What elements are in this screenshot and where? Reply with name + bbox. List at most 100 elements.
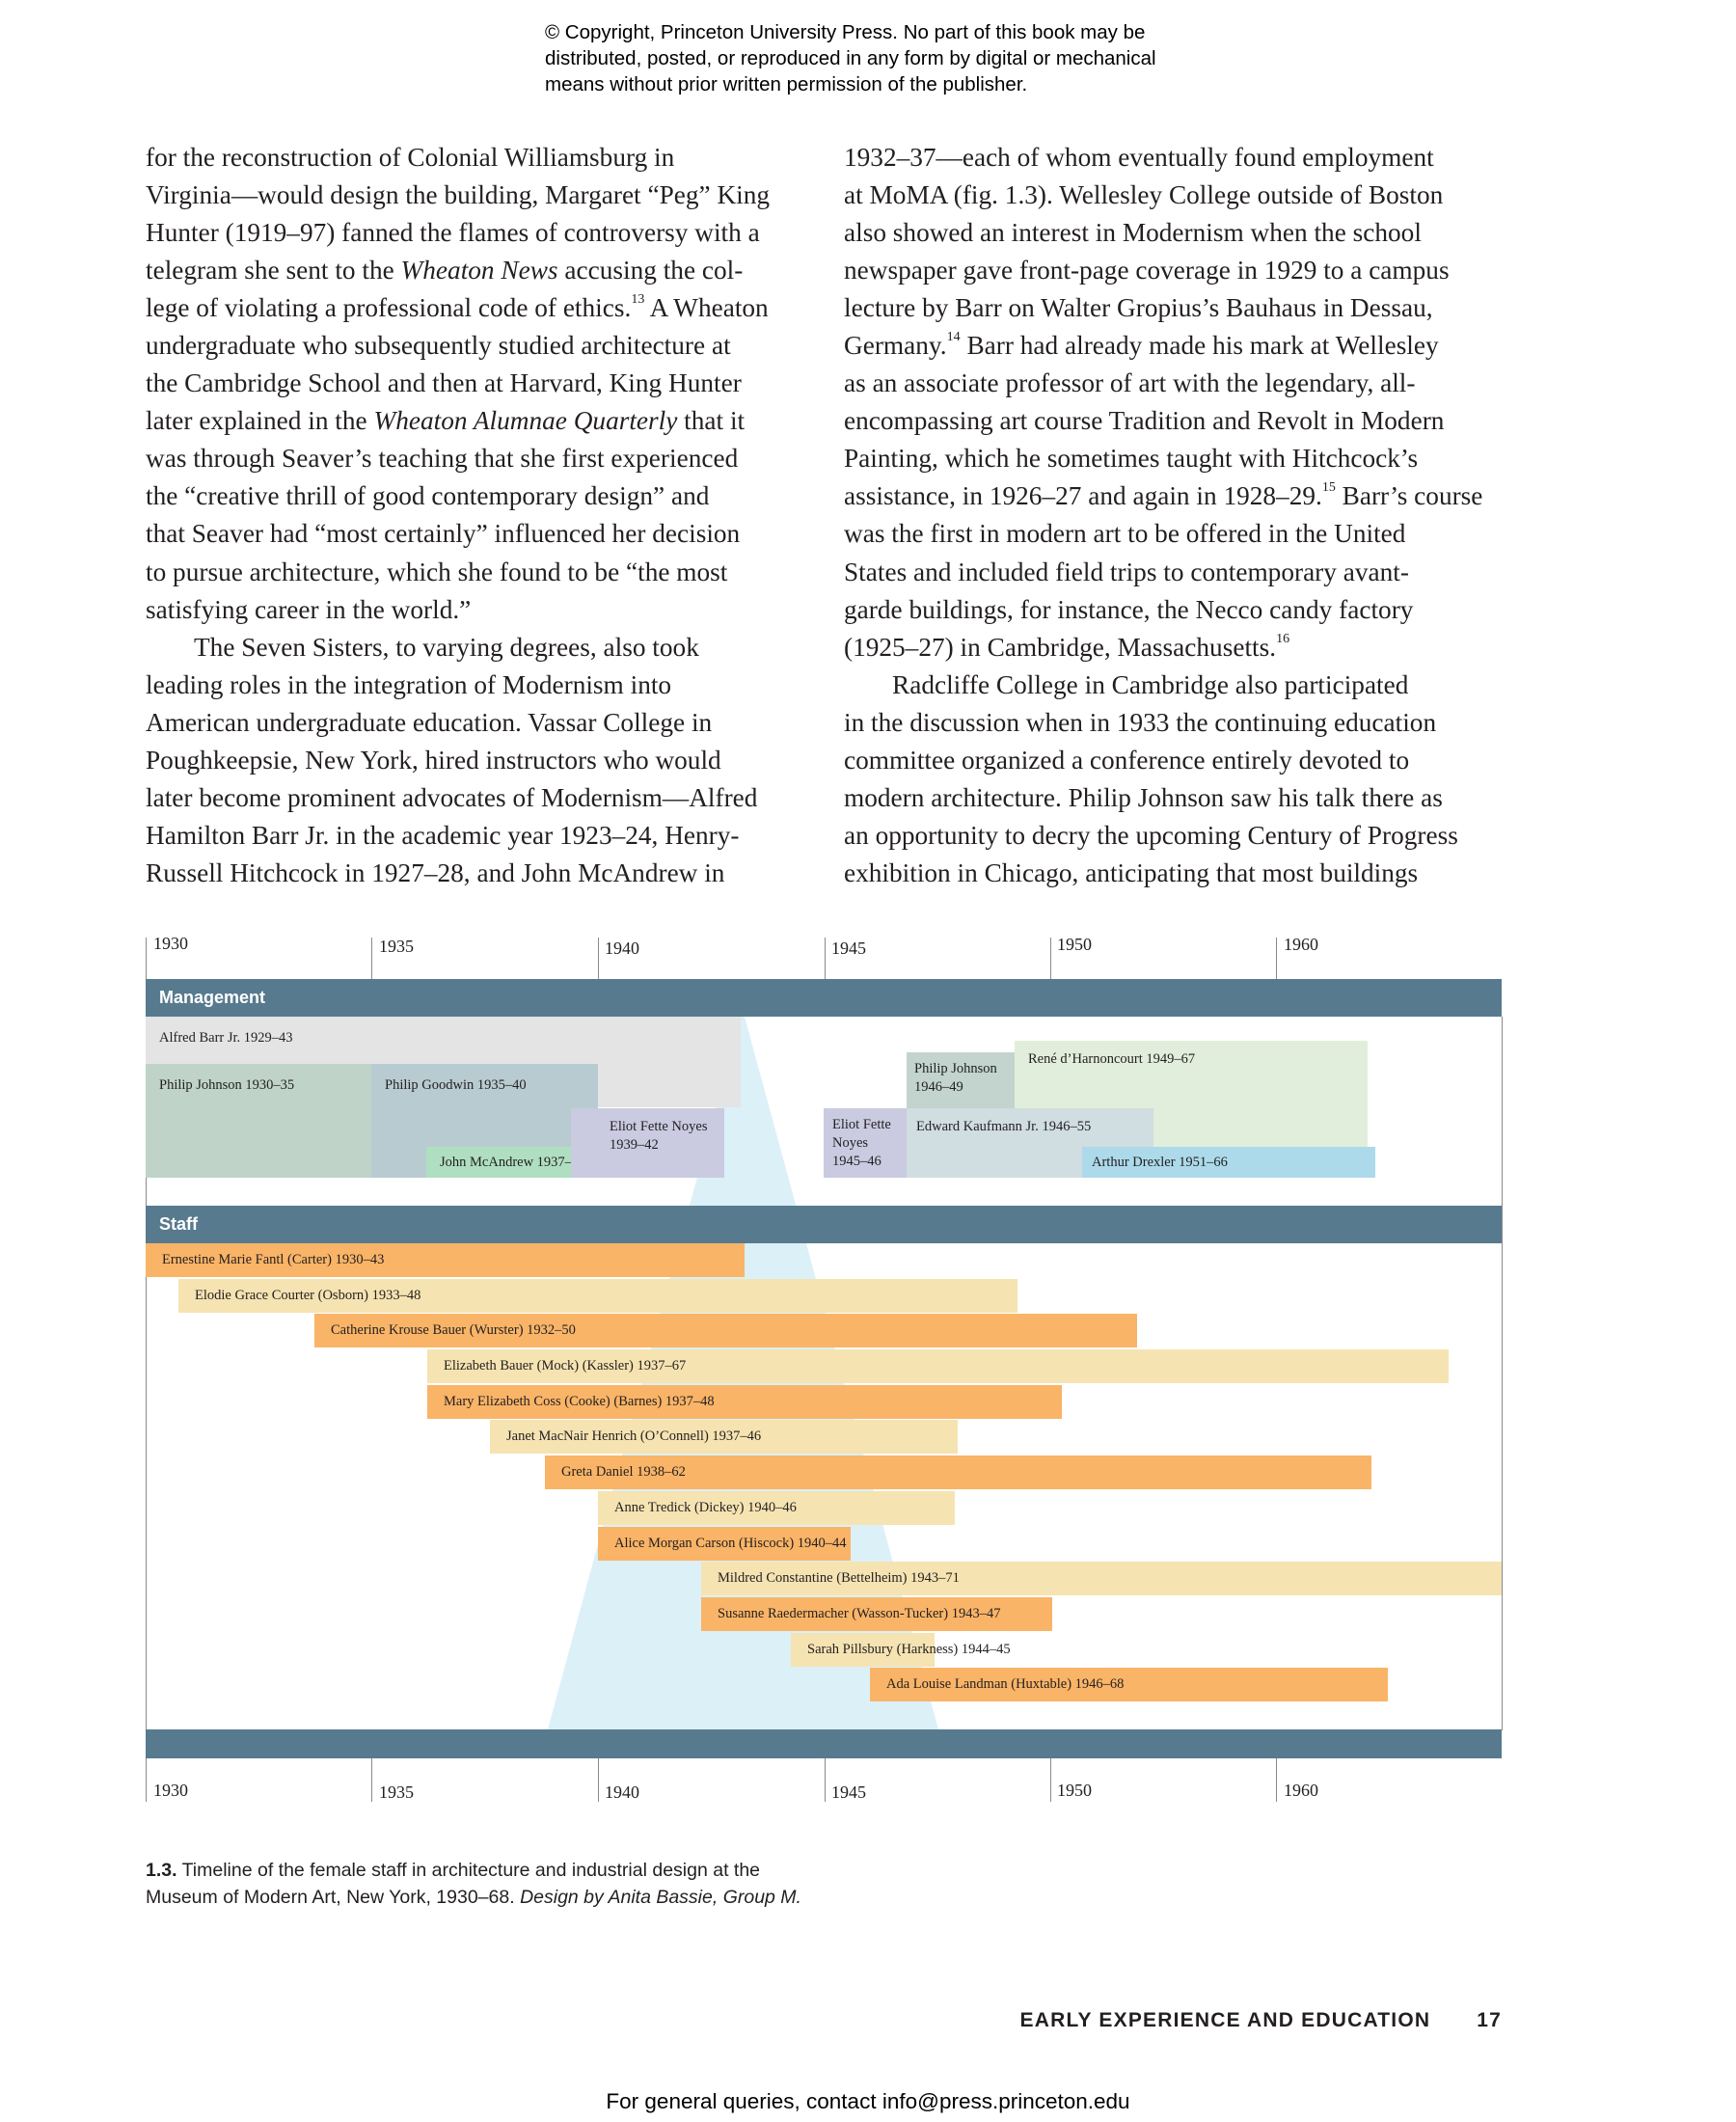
text-line: satisfying career in the world.” <box>146 591 811 629</box>
staff-bar: Catherine Krouse Bauer (Wurster) 1932–50 <box>314 1314 1137 1347</box>
tick-1960 <box>1276 938 1277 979</box>
text-line: was the first in modern art to be offere… <box>844 515 1519 553</box>
text-line: undergraduate who subsequently studied a… <box>146 327 811 365</box>
text-line: committee organized a conference entirel… <box>844 742 1519 779</box>
text-line: was through Seaver’s teaching that she f… <box>146 440 811 477</box>
staff-bar: Elodie Grace Courter (Osborn) 1933–48 <box>178 1279 1017 1313</box>
year-label-bottom: 1935 <box>379 1782 414 1802</box>
footnote-ref[interactable]: 16 <box>1276 631 1290 646</box>
text-segment: assistance, in 1926–27 and again in 1928… <box>844 481 1322 511</box>
text-segment: lege of violating a professional code of… <box>146 293 632 323</box>
year-label-bottom: 1950 <box>1057 1781 1092 1800</box>
mgmt-block-arthur-drexler: Arthur Drexler 1951–66 <box>1082 1147 1375 1178</box>
text-segment: later become prominent advocates of Mode… <box>146 782 758 812</box>
text-segment: was the first in modern art to be offere… <box>844 519 1406 549</box>
text-line: newspaper gave front-page coverage in 19… <box>844 252 1519 289</box>
staff-bar: Sarah Pillsbury (Harkness) 1944–45 <box>791 1633 1011 1667</box>
left-text-column: for the reconstruction of Colonial Willi… <box>146 139 811 892</box>
text-segment: Painting, which he sometimes taught with… <box>844 444 1419 474</box>
text-line: Germany.14 Barr had already made his mar… <box>844 327 1519 365</box>
staff-bar: Greta Daniel 1938–62 <box>545 1455 1371 1489</box>
text-line: Virginia—would design the building, Marg… <box>146 177 811 214</box>
year-label-bottom: 1940 <box>605 1782 639 1802</box>
staff-bar: Ernestine Marie Fantl (Carter) 1930–43 <box>146 1243 745 1277</box>
text-segment: at MoMA (fig. 1.3). Wellesley College ou… <box>844 180 1444 210</box>
footnote-ref[interactable]: 15 <box>1321 480 1336 496</box>
year-label: 1930 <box>153 934 188 953</box>
copyright-notice: © Copyright, Princeton University Press.… <box>545 19 1156 97</box>
text-segment: also showed an interest in Modernism whe… <box>844 218 1422 248</box>
text-segment: leading roles in the integration of Mode… <box>146 669 672 699</box>
text-segment: Barr had already made his mark at Welles… <box>960 331 1439 361</box>
text-line: that Seaver had “most certainly” influen… <box>146 515 811 553</box>
text-segment: lecture by Barr on Walter Gropius’s Bauh… <box>844 293 1433 323</box>
text-segment: Wheaton Alumnae Quarterly <box>373 406 678 436</box>
mgmt-block-eliot-noyes-1945: Eliot Fette Noyes 1945–46 <box>824 1108 907 1178</box>
footnote-ref[interactable]: 13 <box>631 292 645 308</box>
text-segment: Barr’s course <box>1335 481 1483 511</box>
text-line: leading roles in the integration of Mode… <box>146 667 811 704</box>
text-segment: undergraduate who subsequently studied a… <box>146 331 731 361</box>
text-segment: that it <box>677 406 746 436</box>
text-segment: Hamilton Barr Jr. in the academic year 1… <box>146 820 740 850</box>
text-segment: garde buildings, for instance, the Necco… <box>844 594 1414 624</box>
text-segment: Wheaton News <box>400 256 558 286</box>
text-segment: telegram she sent to the <box>146 256 401 286</box>
text-line: for the reconstruction of Colonial Willi… <box>146 139 811 177</box>
staff-bar: Alice Morgan Carson (Hiscock) 1940–44 <box>598 1527 851 1561</box>
footnote-ref[interactable]: 14 <box>946 330 961 345</box>
mgmt-block-eliot-noyes-1939: Eliot Fette Noyes 1939–42 <box>571 1108 724 1178</box>
text-segment: the “creative thrill of good contemporar… <box>146 481 710 511</box>
text-line: States and included field trips to conte… <box>844 554 1519 591</box>
text-segment: Hunter (1919–97) fanned the flames of co… <box>146 218 760 248</box>
text-line: as an associate professor of art with th… <box>844 365 1519 402</box>
year-label: 1950 <box>1057 935 1092 954</box>
staff-bar: Anne Tredick (Dickey) 1940–46 <box>598 1491 955 1525</box>
management-header: Management <box>146 979 1502 1017</box>
text-segment: exhibition in Chicago, anticipating that… <box>844 857 1419 887</box>
text-line: at MoMA (fig. 1.3). Wellesley College ou… <box>844 177 1519 214</box>
text-segment: newspaper gave front-page coverage in 19… <box>844 256 1450 286</box>
tick-1960-bottom <box>1276 1758 1277 1802</box>
caption-credit: Design by Anita Bassie, Group M. <box>520 1887 801 1908</box>
text-segment: (1925–27) in Cambridge, Massachusetts. <box>844 632 1277 662</box>
text-segment: Germany. <box>844 331 947 361</box>
text-segment: 1932–37—each of whom eventually found em… <box>844 143 1434 172</box>
caption-text: Museum of Modern Art, New York, 1930–68. <box>146 1887 521 1908</box>
tick-1945 <box>825 938 826 979</box>
copyright-line: means without prior written permission o… <box>545 73 1028 95</box>
text-segment: committee organized a conference entirel… <box>844 745 1410 775</box>
right-text-column: 1932–37—each of whom eventually found em… <box>844 139 1519 892</box>
text-line: telegram she sent to the Wheaton News ac… <box>146 252 811 289</box>
text-line: Radcliffe College in Cambridge also part… <box>844 667 1519 704</box>
text-line: lege of violating a professional code of… <box>146 289 811 327</box>
text-segment: that Seaver had “most certainly” influen… <box>146 519 741 549</box>
text-line: Hunter (1919–97) fanned the flames of co… <box>146 214 811 252</box>
copyright-line: distributed, posted, or reproduced in an… <box>545 47 1156 69</box>
text-line: lecture by Barr on Walter Gropius’s Bauh… <box>844 289 1519 327</box>
text-line: Poughkeepsie, New York, hired instructor… <box>146 742 811 779</box>
text-segment: The Seven Sisters, to varying degrees, a… <box>194 632 699 662</box>
mgmt-block-philip-johnson-1930: Philip Johnson 1930–35 <box>146 1064 371 1178</box>
management-label: Management <box>159 988 266 1007</box>
tick-1935-bottom <box>371 1758 372 1802</box>
text-segment: Poughkeepsie, New York, hired instructor… <box>146 745 721 775</box>
staff-label: Staff <box>159 1214 198 1234</box>
year-label: 1935 <box>379 937 414 956</box>
text-segment: accusing the col- <box>557 256 744 286</box>
page-number: 17 <box>1477 2009 1502 2031</box>
staff-bar: Susanne Raedermacher (Wasson-Tucker) 194… <box>701 1597 1052 1631</box>
tick-1940 <box>598 938 599 979</box>
text-segment: encompassing art course Tradition and Re… <box>844 406 1445 436</box>
staff-header: Staff <box>146 1206 1502 1243</box>
timeline-figure: 1930 1935 1940 1945 1950 1960 1930 1935 … <box>146 934 1503 1802</box>
text-segment: satisfying career in the world.” <box>146 594 472 624</box>
text-segment: the Cambridge School and then at Harvard… <box>146 368 742 398</box>
tick-1950-bottom <box>1050 1758 1051 1802</box>
text-line: modern architecture. Philip Johnson saw … <box>844 779 1519 817</box>
text-segment: modern architecture. Philip Johnson saw … <box>844 782 1443 812</box>
text-segment: as an associate professor of art with th… <box>844 368 1416 398</box>
text-segment: States and included field trips to conte… <box>844 557 1409 586</box>
caption-number: 1.3. <box>146 1860 177 1881</box>
tick-1940-bottom <box>598 1758 599 1802</box>
